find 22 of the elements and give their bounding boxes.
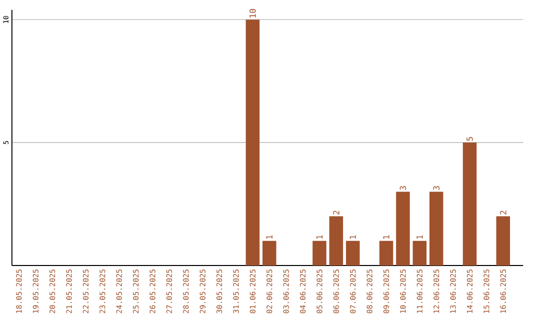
data-label: 3 (433, 186, 440, 190)
bar (396, 192, 410, 266)
bar (346, 240, 360, 266)
bar (429, 192, 444, 266)
data-label: 10 (250, 8, 256, 18)
bar (412, 240, 427, 266)
data-label: 2 (500, 210, 506, 214)
data-label: 1 (383, 235, 390, 239)
data-label: 2 (333, 210, 340, 214)
bar (462, 142, 477, 266)
bar (379, 240, 394, 266)
data-label: 1 (416, 235, 423, 239)
data-label: 1 (316, 235, 322, 239)
data-label: 1 (266, 235, 272, 239)
bar (312, 240, 326, 266)
bar (329, 216, 344, 266)
bar (246, 20, 260, 266)
data-label: 1 (350, 235, 356, 239)
data-label: 5 (466, 136, 473, 141)
bar (496, 216, 510, 266)
bar (262, 240, 276, 266)
data-label: 3 (400, 186, 406, 190)
